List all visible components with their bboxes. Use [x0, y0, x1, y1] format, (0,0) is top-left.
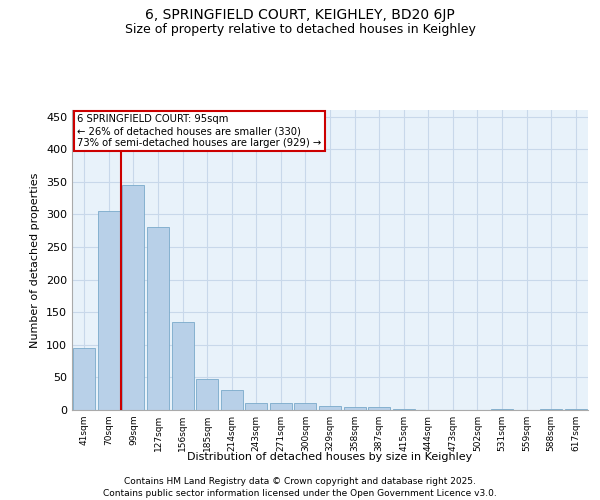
Bar — [98, 211, 120, 410]
Bar — [295, 404, 316, 410]
Bar — [147, 228, 169, 410]
Bar — [270, 403, 292, 410]
Bar — [392, 408, 415, 410]
Text: Size of property relative to detached houses in Keighley: Size of property relative to detached ho… — [125, 22, 475, 36]
Text: 6, SPRINGFIELD COURT, KEIGHLEY, BD20 6JP: 6, SPRINGFIELD COURT, KEIGHLEY, BD20 6JP — [145, 8, 455, 22]
Bar — [73, 348, 95, 410]
Bar — [491, 408, 513, 410]
Bar — [565, 408, 587, 410]
Bar — [344, 406, 365, 410]
Text: Distribution of detached houses by size in Keighley: Distribution of detached houses by size … — [187, 452, 473, 462]
Bar — [245, 404, 268, 410]
Bar — [221, 390, 243, 410]
Bar — [196, 380, 218, 410]
Bar — [368, 408, 390, 410]
Text: 6 SPRINGFIELD COURT: 95sqm
← 26% of detached houses are smaller (330)
73% of sem: 6 SPRINGFIELD COURT: 95sqm ← 26% of deta… — [77, 114, 322, 148]
Y-axis label: Number of detached properties: Number of detached properties — [31, 172, 40, 348]
Text: Contains HM Land Registry data © Crown copyright and database right 2025.: Contains HM Land Registry data © Crown c… — [124, 478, 476, 486]
Bar — [172, 322, 194, 410]
Text: Contains public sector information licensed under the Open Government Licence v3: Contains public sector information licen… — [103, 489, 497, 498]
Bar — [319, 406, 341, 410]
Bar — [122, 185, 145, 410]
